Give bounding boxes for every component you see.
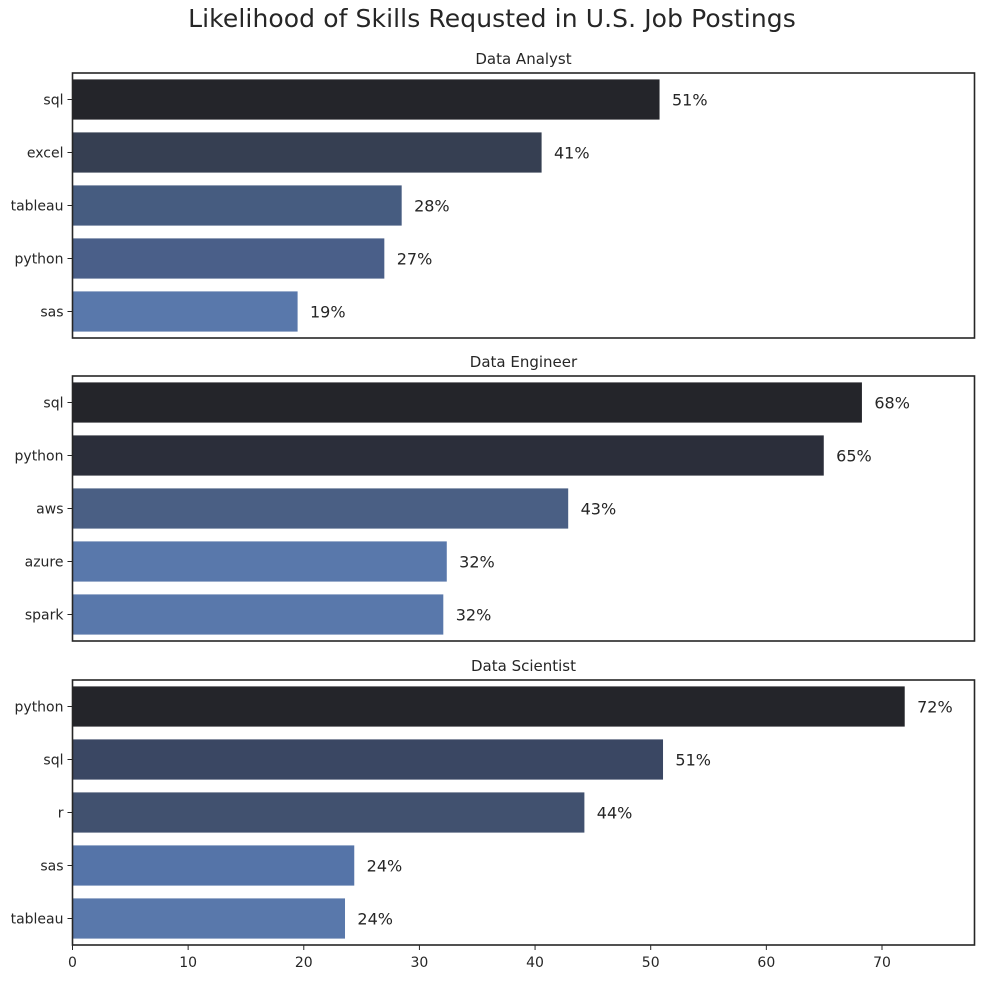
data-label: 72% bbox=[917, 698, 953, 717]
data-label: 51% bbox=[675, 751, 711, 770]
x-tick-label: 30 bbox=[411, 955, 429, 971]
bar-sas bbox=[72, 844, 356, 887]
bar-aws bbox=[72, 487, 570, 530]
plot-frame bbox=[71, 375, 976, 642]
bar-sql bbox=[72, 78, 661, 121]
y-tick-label: aws bbox=[36, 502, 63, 518]
y-tick-label: sql bbox=[43, 93, 63, 109]
data-label: 19% bbox=[310, 303, 346, 322]
x-tick-label: 0 bbox=[68, 955, 77, 971]
data-label: 41% bbox=[554, 144, 590, 163]
plot-frame bbox=[71, 72, 976, 339]
data-label: 27% bbox=[397, 250, 433, 269]
bar-azure bbox=[72, 540, 448, 583]
bar-sql bbox=[72, 381, 863, 424]
x-tick-label: 20 bbox=[295, 955, 313, 971]
y-tick-label: azure bbox=[25, 555, 64, 571]
panel-2: Data Scientist python 72% sql 51% r 44% sas 24% t… bbox=[11, 657, 976, 971]
data-label: 65% bbox=[836, 447, 872, 466]
panel-title: Data Engineer bbox=[470, 353, 578, 371]
bar-r bbox=[72, 791, 586, 834]
data-label: 32% bbox=[459, 553, 495, 572]
plot-frame bbox=[71, 679, 976, 946]
data-label: 28% bbox=[414, 197, 450, 216]
x-tick-label: 70 bbox=[873, 955, 891, 971]
y-tick-label: sas bbox=[40, 305, 63, 321]
y-tick-label: sql bbox=[43, 396, 63, 412]
y-tick-label: python bbox=[15, 252, 64, 268]
y-tick-label: tableau bbox=[11, 199, 64, 215]
y-tick-label: python bbox=[15, 700, 64, 716]
chart-title: Likelihood of Skills Requsted in U.S. Jo… bbox=[188, 4, 796, 33]
y-tick-label: python bbox=[15, 449, 64, 465]
bar-python bbox=[72, 434, 825, 477]
y-tick-label: spark bbox=[25, 608, 65, 624]
bar-sas bbox=[72, 290, 299, 333]
data-label: 68% bbox=[874, 394, 910, 413]
panel-title: Data Scientist bbox=[471, 657, 576, 675]
bar-tableau bbox=[72, 897, 346, 940]
bar-spark bbox=[72, 593, 445, 636]
data-label: 24% bbox=[357, 910, 393, 929]
data-label: 43% bbox=[581, 500, 617, 519]
panel-title: Data Analyst bbox=[475, 50, 571, 68]
x-tick-label: 60 bbox=[757, 955, 775, 971]
panel-0: Data Analyst sql 51% excel 41% tableau 28% pyth… bbox=[11, 50, 976, 339]
y-tick-label: sas bbox=[40, 859, 63, 875]
x-tick-label: 10 bbox=[179, 955, 197, 971]
y-tick-label: sql bbox=[43, 753, 63, 769]
data-label: 24% bbox=[367, 857, 403, 876]
x-tick-label: 40 bbox=[526, 955, 544, 971]
bar-sql bbox=[72, 738, 664, 781]
y-tick-label: tableau bbox=[11, 912, 64, 928]
y-tick-label: excel bbox=[27, 146, 64, 162]
data-label: 32% bbox=[456, 606, 492, 625]
bar-python bbox=[72, 237, 386, 280]
panel-1: Data Engineer sql 68% python 65% aws 43% azure 3… bbox=[15, 353, 976, 642]
bar-tableau bbox=[72, 184, 403, 227]
data-label: 44% bbox=[597, 804, 633, 823]
bar-python bbox=[72, 685, 906, 728]
bar-excel bbox=[72, 131, 543, 174]
data-label: 51% bbox=[672, 91, 708, 110]
x-tick-label: 50 bbox=[642, 955, 660, 971]
y-tick-label: r bbox=[58, 806, 64, 822]
